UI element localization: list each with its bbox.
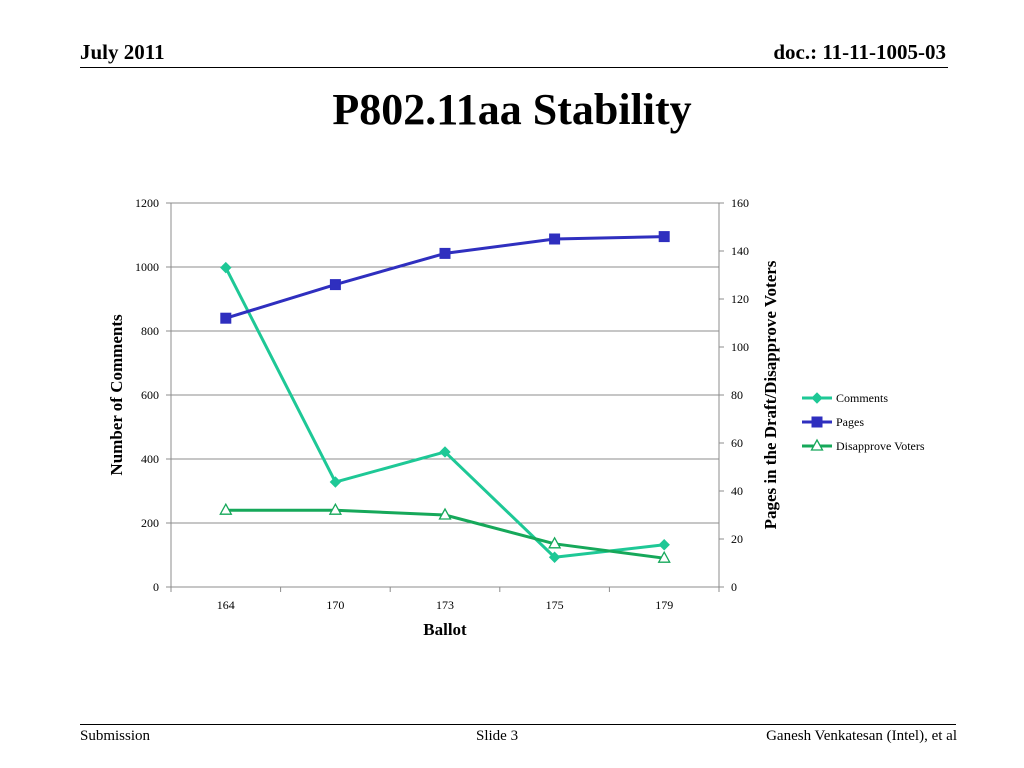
- x-axis-title: Ballot: [423, 620, 467, 639]
- y2-tick-label: 140: [731, 244, 749, 258]
- y2-tick-label: 80: [731, 388, 743, 402]
- y2-tick-label: 20: [731, 532, 743, 546]
- y-tick-label: 0: [153, 580, 159, 594]
- y-tick-label: 400: [141, 452, 159, 466]
- data-point-disapprove-voters: [438, 507, 452, 520]
- data-point-comments: [658, 539, 670, 551]
- y-tick-label: 800: [141, 324, 159, 338]
- footer-submission: Submission: [80, 728, 151, 744]
- slide-title: P802.11aa Stability: [332, 85, 692, 134]
- footer-author: Ganesh Venkatesan (Intel), et al: [766, 728, 957, 744]
- data-point-pages: [329, 279, 341, 291]
- y-tick-label: 1000: [135, 260, 159, 274]
- legend-marker-pages: [811, 416, 823, 428]
- y2-axis-title: Pages in the Draft/Disapprove Voters: [761, 260, 780, 529]
- legend-label-pages: Pages: [836, 415, 864, 429]
- legend-label-disapprove-voters: Disapprove Voters: [836, 439, 925, 453]
- legend-label-comments: Comments: [836, 391, 888, 405]
- footer-divider: [80, 724, 956, 725]
- y-tick-label: 600: [141, 388, 159, 402]
- data-point-pages: [658, 231, 670, 243]
- legend-marker-comments: [811, 392, 823, 404]
- y2-tick-label: 160: [731, 196, 749, 210]
- y2-tick-label: 120: [731, 292, 749, 306]
- header-divider: [80, 67, 948, 68]
- y-axis-title: Number of Comments: [107, 314, 126, 476]
- x-tick-label: 179: [655, 598, 673, 612]
- data-point-comments: [548, 551, 561, 563]
- header-date: July 2011: [80, 40, 165, 64]
- data-point-comments: [220, 261, 232, 274]
- data-point-pages: [439, 247, 451, 259]
- y2-tick-label: 0: [731, 580, 737, 594]
- x-tick-label: 173: [436, 598, 454, 612]
- data-point-disapprove-voters: [328, 502, 342, 515]
- y2-tick-label: 40: [731, 484, 743, 498]
- header-doc-number: doc.: 11-11-1005-03: [773, 40, 946, 64]
- y2-tick-label: 100: [731, 340, 749, 354]
- x-tick-label: 175: [546, 598, 564, 612]
- y2-tick-label: 60: [731, 436, 743, 450]
- y-tick-label: 200: [141, 516, 159, 530]
- data-point-comments: [439, 446, 451, 458]
- data-point-pages: [220, 312, 232, 324]
- data-point-pages: [549, 233, 561, 245]
- footer-slide-number: Slide 3: [476, 728, 519, 744]
- x-tick-label: 170: [326, 598, 344, 612]
- data-point-comments: [329, 476, 342, 488]
- x-tick-label: 164: [217, 598, 235, 612]
- data-point-disapprove-voters: [219, 502, 233, 515]
- legend-marker-disapprove-voters: [810, 438, 824, 451]
- y-tick-label: 1200: [135, 196, 159, 210]
- data-point-disapprove-voters: [548, 536, 562, 549]
- data-point-disapprove-voters: [657, 550, 671, 563]
